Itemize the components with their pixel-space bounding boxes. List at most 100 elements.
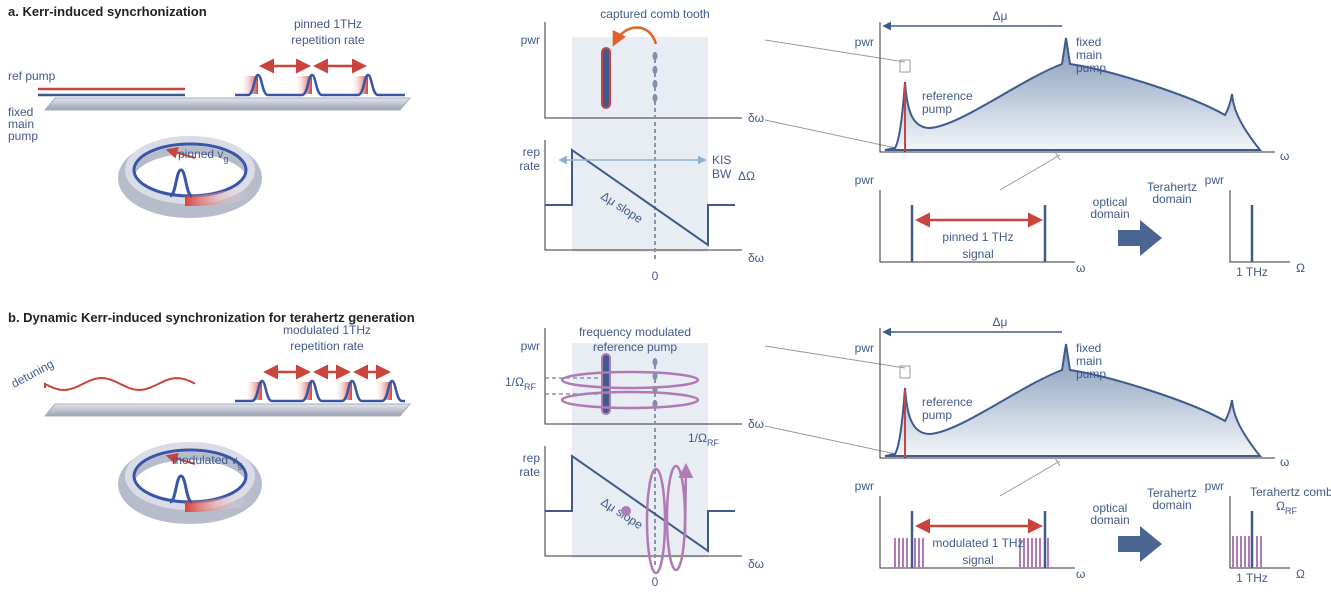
zoom-line [1000, 155, 1060, 190]
velocity-label-main: pinned v [178, 147, 223, 161]
signal-label: signal [962, 247, 993, 261]
fixed-main-pump-label: main [1076, 354, 1102, 368]
y-axis-label: rep [523, 145, 541, 159]
spacing-label-main: Ω [1276, 499, 1285, 513]
x-axis-label: ω [1076, 261, 1085, 275]
x-axis-label: ω [1280, 455, 1289, 469]
rate-label: modulated 1THz [283, 323, 371, 337]
reference-pump-label: pump [922, 408, 952, 422]
panel: a. Kerr-induced syncrhonization pinned vg… [0, 0, 1305, 283]
period-label-main: 1/Ω [505, 375, 524, 389]
domain-arrow [1118, 526, 1162, 562]
captured-tooth [602, 354, 610, 414]
reference-pump-label: reference [922, 89, 973, 103]
zero-label: 0 [652, 575, 659, 589]
comb-tooth [653, 66, 658, 74]
x-axis-label: Ω [1296, 261, 1305, 275]
figure: a. Kerr-induced syncrhonizationpinned vg… [0, 0, 1331, 598]
fixed-main-pump-label: pump [1076, 367, 1106, 381]
thz-comb-label: Terahertz comb [1250, 485, 1331, 499]
annotation: frequency modulated [579, 325, 691, 339]
x-axis-label: δω [748, 557, 764, 571]
zoom-line [765, 40, 905, 62]
signal-label: signal [962, 553, 993, 567]
zoom-line [1000, 461, 1060, 496]
annotation: captured comb tooth [600, 7, 709, 21]
velocity-label: pinned vg [178, 147, 228, 164]
waveguide [45, 404, 410, 416]
y-axis-label: pwr [855, 35, 874, 49]
fixed-main-pump-label: main [1076, 48, 1102, 62]
kis-bw-label: KIS [712, 153, 731, 167]
captured-tooth [602, 48, 610, 108]
y-axis-label: pwr [1205, 173, 1224, 187]
velocity-label-sub: g [237, 460, 242, 470]
spacing-label: ΩRF [1276, 499, 1297, 516]
y-axis-label: pwr [855, 341, 874, 355]
comb-tooth [653, 80, 658, 88]
y-axis-label: pwr [855, 173, 874, 187]
x-axis-label: δω [748, 111, 764, 125]
domain-arrow [1118, 220, 1162, 256]
rate-label: repetition rate [291, 33, 365, 47]
x-axis-label: δω [748, 417, 764, 431]
reference-pump-label: reference [922, 395, 973, 409]
terahertz-domain-label: domain [1152, 192, 1191, 206]
zoom-line [765, 120, 905, 150]
optical-domain-label: domain [1090, 513, 1129, 527]
period-label-sub: RF [707, 438, 719, 448]
kis-bw-label: BW [712, 167, 732, 181]
reference-pump-label: pump [922, 102, 952, 116]
y-axis-label: rate [519, 159, 540, 173]
pump-label: ref pump [8, 69, 56, 83]
x-axis-label: Ω [1296, 567, 1305, 581]
zero-label: 0 [652, 269, 659, 283]
comb-tooth [653, 94, 658, 102]
velocity-label-sub: g [223, 154, 228, 164]
y-axis-label: pwr [521, 339, 540, 353]
fixed-main-pump-label: pump [1076, 61, 1106, 75]
modulation-arrow [685, 466, 686, 536]
thz-tick-label: 1 THz [1236, 265, 1268, 279]
fixed-main-pump-label: fixed [1076, 35, 1101, 49]
spacing-label-sub: RF [1285, 506, 1297, 516]
y-axis-label: rep [523, 451, 541, 465]
detuning-wave [45, 378, 195, 390]
period-label-main: 1/Ω [688, 431, 707, 445]
terahertz-domain-label: domain [1152, 498, 1191, 512]
y-axis-label: rate [519, 465, 540, 479]
thz-tick-label: 1 THz [1236, 571, 1268, 585]
delta-mu-label: Δμ [993, 9, 1008, 23]
panel: b. Dynamic Kerr-induced synchronization … [8, 310, 1331, 589]
fixed-main-pump-label: pump [8, 129, 38, 143]
thz-axes [1230, 190, 1290, 262]
annotation: reference pump [593, 340, 677, 354]
rate-label: pinned 1THz [294, 17, 362, 31]
comb-tooth [653, 358, 658, 366]
y-axis-label: pwr [1205, 479, 1224, 493]
pulse-train [235, 75, 405, 95]
waveguide [45, 98, 410, 110]
y-axis-label: pwr [855, 479, 874, 493]
period-label-sub: RF [524, 382, 536, 392]
zoom-line [765, 426, 905, 456]
ring-pulse [170, 170, 192, 196]
signal-label: modulated 1 THz [932, 536, 1023, 550]
panel-title: a. Kerr-induced syncrhonization [8, 4, 207, 19]
delta-omega: ΔΩ [738, 169, 755, 183]
signal-label: pinned 1 THz [942, 230, 1013, 244]
velocity-label-main: modulated v [172, 453, 237, 467]
period-label: 1/ΩRF [505, 375, 536, 392]
x-axis-label: ω [1076, 567, 1085, 581]
ring-pulse [170, 476, 192, 502]
operating-point [621, 506, 631, 516]
zoom-line [765, 346, 905, 368]
rate-label: repetition rate [290, 339, 364, 353]
fixed-main-pump-label: fixed [1076, 341, 1101, 355]
x-axis-label: δω [748, 251, 764, 265]
x-axis-label: ω [1280, 149, 1289, 163]
comb-tooth [653, 52, 658, 60]
delta-mu-label: Δμ [993, 315, 1008, 329]
optical-domain-label: domain [1090, 207, 1129, 221]
y-axis-label: pwr [521, 33, 540, 47]
